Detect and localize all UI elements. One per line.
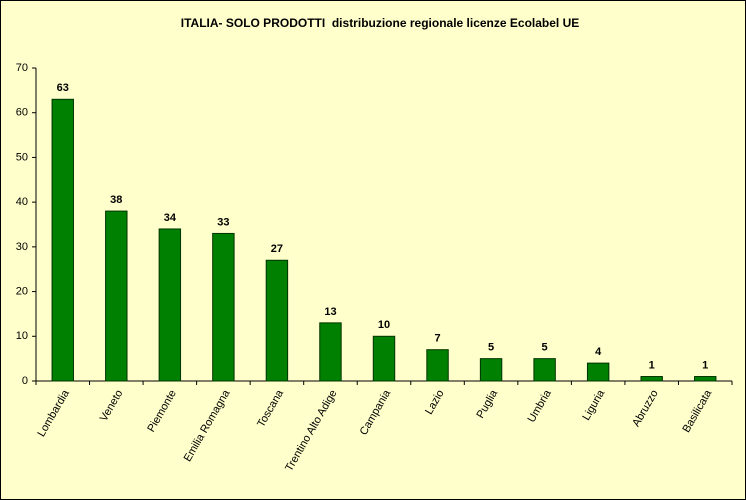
y-tick-label: 70 [16,62,28,74]
bar [105,210,128,382]
value-label: 4 [595,346,602,358]
chart-title: ITALIA- SOLO PRODOTTI distribuzione regi… [181,16,580,30]
y-tick-label: 0 [22,375,28,387]
bar [265,259,289,382]
value-label: 5 [488,342,494,354]
value-label: 33 [217,216,229,228]
y-tick-label: 40 [16,196,28,208]
value-label: 5 [542,342,548,354]
value-label: 27 [271,243,283,255]
bar [426,349,449,382]
bar [694,376,717,382]
value-label: 13 [324,306,336,318]
y-tick-label: 10 [16,330,28,342]
bar [372,335,396,382]
bar [533,358,556,382]
bar [319,322,342,382]
y-tick-label: 50 [16,151,28,163]
value-label: 34 [164,212,177,224]
bar [479,358,503,382]
y-tick-label: 30 [16,241,28,253]
bar [158,228,182,382]
bar [586,362,610,382]
bar [212,232,235,382]
y-tick-label: 60 [16,107,28,119]
value-label: 1 [649,359,655,371]
bar [51,98,74,382]
value-label: 10 [378,319,390,331]
value-label: 63 [57,82,69,94]
value-label: 7 [434,333,440,345]
value-label: 1 [702,359,708,371]
value-label: 38 [110,194,122,206]
y-tick-label: 20 [16,285,28,297]
bar [640,376,663,382]
